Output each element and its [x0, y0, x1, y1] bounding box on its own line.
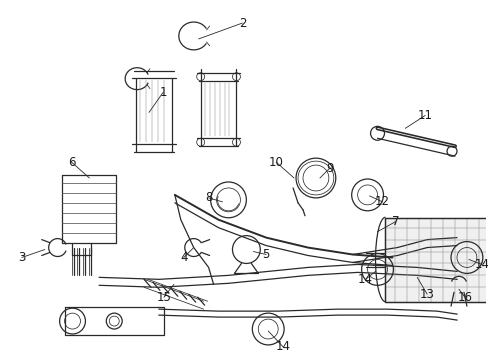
- Polygon shape: [385, 218, 488, 302]
- Text: 14: 14: [473, 258, 488, 271]
- Text: 1: 1: [159, 86, 166, 99]
- Text: 14: 14: [275, 341, 290, 354]
- Text: 4: 4: [180, 251, 187, 264]
- Text: 12: 12: [374, 195, 389, 208]
- Text: 10: 10: [268, 156, 283, 168]
- Text: 3: 3: [18, 251, 25, 264]
- Text: 16: 16: [456, 291, 471, 304]
- Text: 9: 9: [325, 162, 333, 175]
- Text: 8: 8: [204, 192, 212, 204]
- Text: 15: 15: [156, 291, 171, 304]
- Text: 11: 11: [417, 109, 432, 122]
- Text: 2: 2: [238, 17, 245, 30]
- Text: 5: 5: [262, 248, 269, 261]
- Text: 13: 13: [419, 288, 434, 301]
- Text: 7: 7: [391, 215, 398, 228]
- Text: 14: 14: [357, 273, 372, 286]
- Text: 6: 6: [68, 156, 75, 168]
